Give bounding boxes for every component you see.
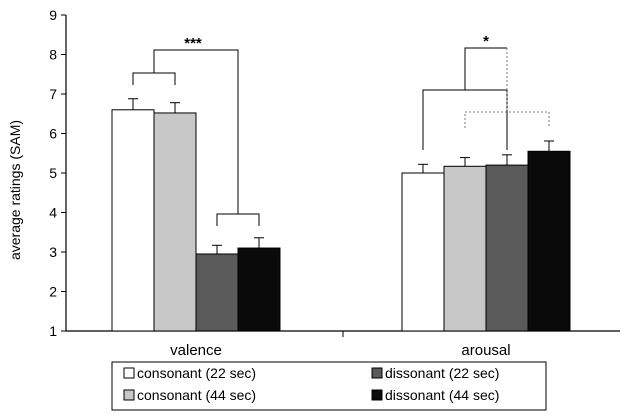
bracket-valence-consonant xyxy=(132,72,176,85)
y-axis-title: average ratings (SAM) xyxy=(7,120,23,260)
bracket-valence-dissonant xyxy=(216,213,260,226)
legend-box xyxy=(111,361,547,411)
y-tick-label: 5 xyxy=(49,165,57,181)
x-category-label: valence xyxy=(170,342,222,359)
x-category-label: arousal xyxy=(461,342,510,359)
y-tick-label: 2 xyxy=(49,284,57,300)
y-tick-label: 6 xyxy=(49,126,57,142)
bracket-arousal-main-solid xyxy=(464,47,507,90)
significance-label-arousal: * xyxy=(483,33,489,50)
y-tick-label: 1 xyxy=(49,323,57,339)
legend-swatch xyxy=(371,389,383,401)
bar xyxy=(111,109,155,332)
bars xyxy=(111,98,571,332)
legend-swatch xyxy=(371,367,383,379)
legend-label: consonant (22 sec) xyxy=(137,365,256,381)
y-tick-label: 7 xyxy=(49,86,57,102)
bar xyxy=(195,253,239,332)
bar xyxy=(527,150,571,332)
significance-brackets: *** * xyxy=(132,33,550,226)
bracket-arousal-44 xyxy=(464,111,550,128)
y-tick-label: 9 xyxy=(49,7,57,23)
legend: consonant (22 sec) consonant (44 sec) diss… xyxy=(111,361,547,411)
bar xyxy=(153,112,197,332)
legend-label: dissonant (44 sec) xyxy=(385,387,499,403)
y-tick-label: 3 xyxy=(49,244,57,260)
legend-label: consonant (44 sec) xyxy=(137,387,256,403)
y-tick-label: 4 xyxy=(49,205,57,221)
bar xyxy=(485,164,529,332)
significance-label-valence: *** xyxy=(184,35,202,52)
bar xyxy=(237,247,281,332)
bracket-valence-main xyxy=(153,49,239,214)
bar xyxy=(443,165,487,332)
legend-label: dissonant (22 sec) xyxy=(385,365,499,381)
bar xyxy=(401,172,445,332)
legend-swatch xyxy=(123,367,135,379)
y-tick-label: 8 xyxy=(49,47,57,63)
legend-swatch xyxy=(123,389,135,401)
